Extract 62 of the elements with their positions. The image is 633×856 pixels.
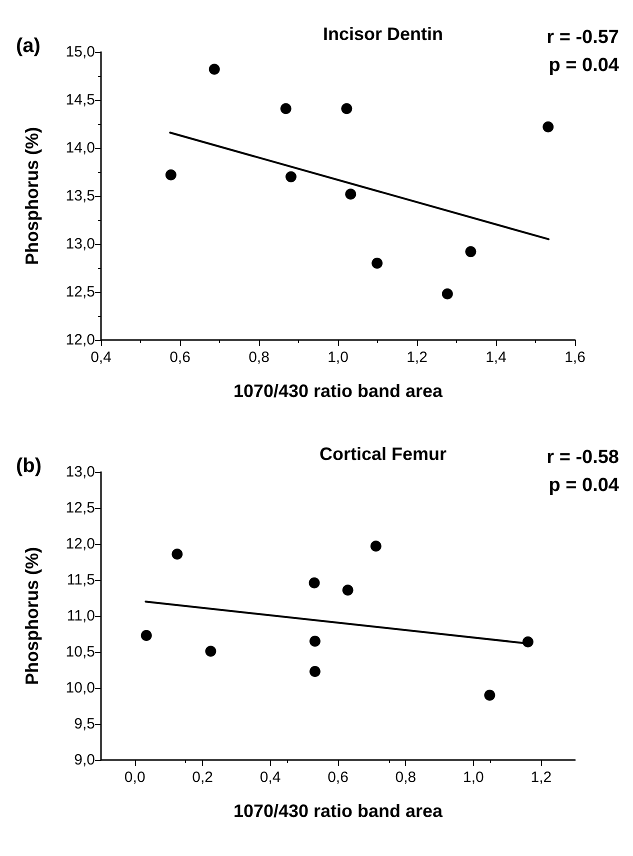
point xyxy=(208,64,220,75)
point xyxy=(370,540,382,552)
x-tick-label: 1,2 xyxy=(530,769,552,786)
chart-title: Incisor Dentin xyxy=(322,24,444,44)
x-tick-label: 1,0 xyxy=(463,769,484,786)
x-tick-label: 0,2 xyxy=(192,769,213,786)
point xyxy=(280,103,292,114)
point xyxy=(165,169,176,180)
y-tick-label: 12,0 xyxy=(66,332,95,348)
chart-title: Cortical Femur xyxy=(319,444,447,464)
y-tick-label: 12,5 xyxy=(66,500,95,516)
y-tick-label: 14,5 xyxy=(66,92,95,108)
x-tick-label: 0,4 xyxy=(90,349,112,366)
y-tick-label: 13,0 xyxy=(66,236,95,252)
x-tick-label: 1,2 xyxy=(406,349,428,366)
y-tick-label: 13,0 xyxy=(66,464,95,480)
point xyxy=(442,288,453,300)
x-tick-label: 0,6 xyxy=(170,349,190,366)
point xyxy=(309,666,320,677)
x-axis-title: 1070/430 ratio band area xyxy=(233,381,444,401)
x-tick-label: 1,0 xyxy=(328,349,348,366)
text: r = -0.58 xyxy=(546,447,619,468)
point xyxy=(342,584,354,596)
x-tick-label: 0,0 xyxy=(124,769,146,786)
annotation: p = 0.04 xyxy=(548,475,620,496)
y-tick-label: 9,5 xyxy=(74,716,95,732)
text: r = -0.57 xyxy=(546,27,619,48)
point xyxy=(140,630,152,641)
point xyxy=(484,690,496,701)
x-tick-label: 0,6 xyxy=(328,769,348,786)
y-axis-title: Phosphorus (%) xyxy=(22,546,42,685)
point xyxy=(542,121,554,132)
y-tick-label: 13,5 xyxy=(66,188,95,204)
annotation: p = 0.04 xyxy=(548,55,620,76)
point xyxy=(522,636,534,648)
point xyxy=(345,188,356,200)
y-axis-title: Phosphorus (%) xyxy=(22,126,42,265)
x-tick-label: 1,4 xyxy=(486,349,506,366)
text: (a) xyxy=(16,35,40,57)
point xyxy=(205,646,216,657)
y-tick-label: 10,0 xyxy=(66,680,95,696)
point xyxy=(341,103,352,114)
point xyxy=(372,258,383,269)
y-tick-label: 11,0 xyxy=(66,608,95,624)
y-tick-label: 12,5 xyxy=(66,284,95,300)
y-tick-label: 15,0 xyxy=(66,44,95,60)
text: (b) xyxy=(16,455,42,477)
y-tick-label: 14,0 xyxy=(66,140,95,156)
point xyxy=(286,171,296,182)
point xyxy=(465,246,476,258)
y-tick-label: 9,0 xyxy=(74,752,95,768)
point xyxy=(308,577,320,588)
point xyxy=(172,548,183,560)
y-tick-label: 11,5 xyxy=(66,572,95,588)
x-tick-label: 1,6 xyxy=(564,349,586,366)
y-tick-label: 12,0 xyxy=(66,536,95,552)
x-tick-label: 0,8 xyxy=(248,349,270,366)
y-tick-label: 10,5 xyxy=(66,644,95,660)
x-axis-title: 1070/430 ratio band area xyxy=(233,801,444,821)
x-tick-label: 0,8 xyxy=(395,769,416,786)
x-tick-label: 0,4 xyxy=(260,769,281,786)
point xyxy=(309,636,320,647)
